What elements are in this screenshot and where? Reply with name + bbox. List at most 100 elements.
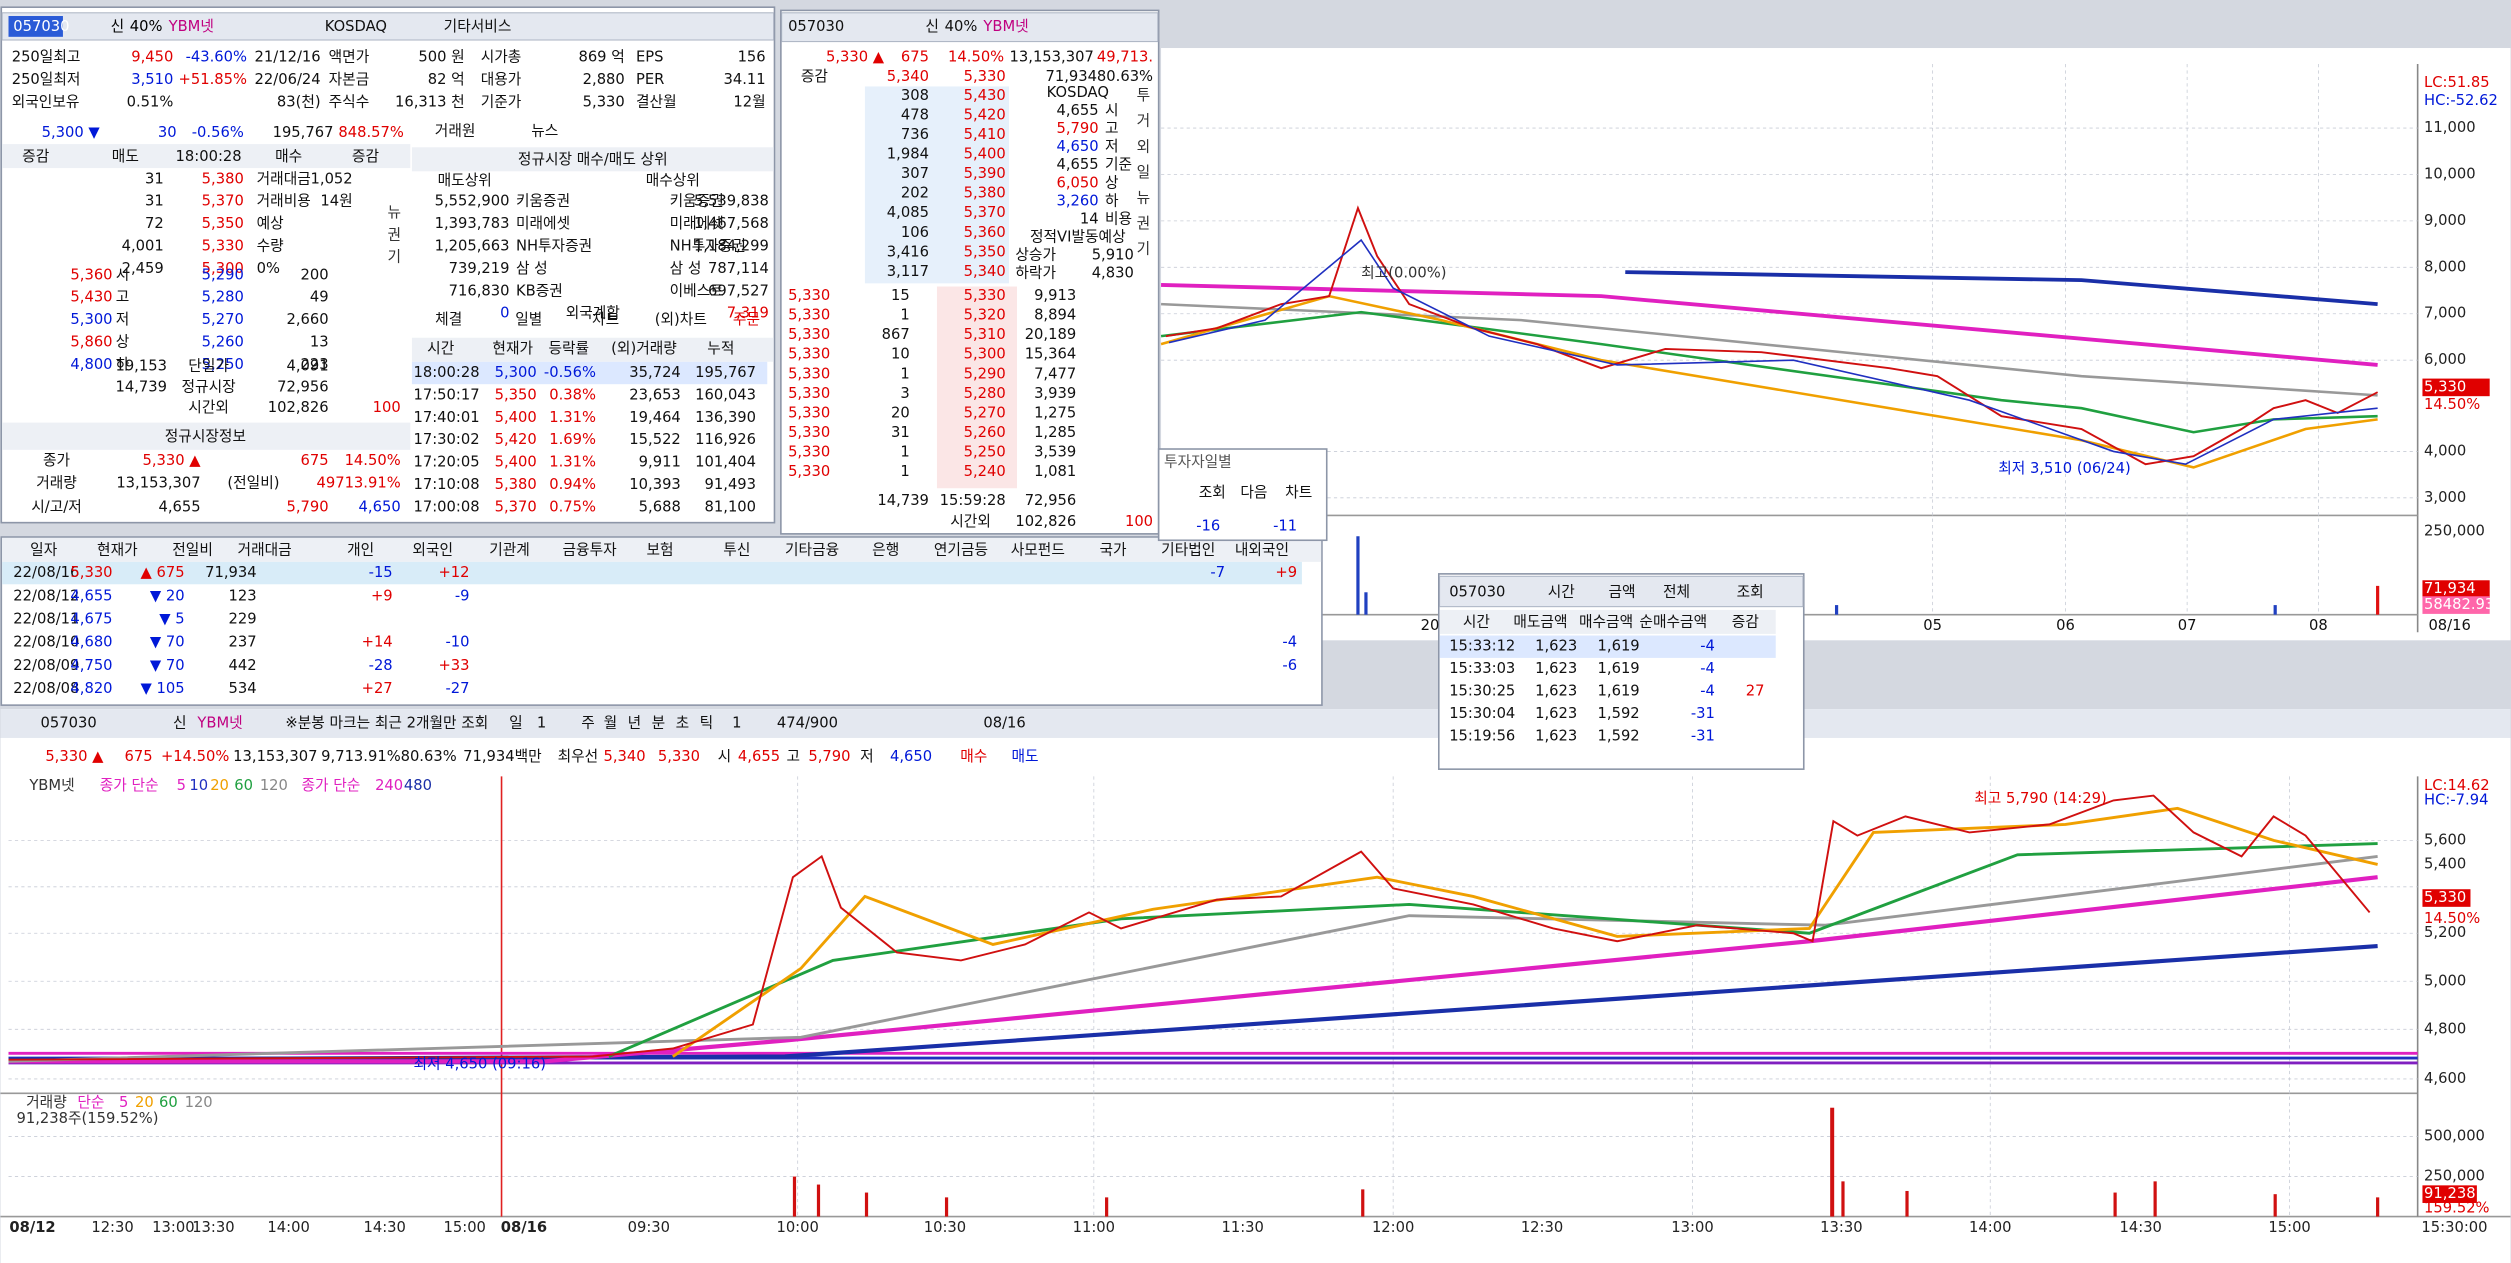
price-text: 5,330 ▲ <box>826 49 885 66</box>
broker-text: NH투자증권 <box>516 238 592 255</box>
info-text: EPS <box>636 49 664 66</box>
side-tab: 권 <box>388 226 402 243</box>
investor-text: +9 <box>1275 564 1297 581</box>
header-text: 보험 <box>646 542 673 559</box>
investor-text: 4,675 <box>70 610 112 627</box>
tab: 차트 <box>592 311 619 328</box>
legend-text: 5 <box>119 1094 128 1111</box>
header-text: 은행 <box>872 542 899 559</box>
ask-text: 5,370 <box>964 204 1006 221</box>
info-text: 액면가 <box>329 49 370 66</box>
bid-text: 1 <box>900 443 909 460</box>
button: 다음 <box>1240 484 1267 501</box>
ask-side-text: 1,052 <box>311 170 353 187</box>
toolbar-text: YBM넷 <box>982 18 1028 35</box>
y-tick-label: HC:-7.94 <box>2424 791 2488 808</box>
info-text: 고 <box>786 748 800 765</box>
info-text: 0.51% <box>127 93 174 110</box>
bid-text: 49 <box>310 289 329 306</box>
legend-text: 거래량 <box>26 1094 67 1111</box>
investor-text: 22/08/11 <box>13 610 79 627</box>
y-tick-label: 159.52% <box>2424 1200 2490 1217</box>
bid-text: 5,250 <box>964 443 1006 460</box>
toolbar-text: 전체 <box>1663 583 1690 600</box>
bid-text: 5,290 <box>964 365 1006 382</box>
trade-text: 17:20:05 <box>414 454 480 471</box>
ask-text: 5,400 <box>964 146 1006 163</box>
ask-side-text: 거래비용 <box>257 193 311 210</box>
info-text: 5,340 <box>603 748 645 765</box>
x-tick-label: 12:30 <box>91 1219 133 1236</box>
header-text: 금융투자 <box>562 542 617 559</box>
regular-text: 5,790 <box>287 498 329 515</box>
broker-text: 키움증권 <box>516 193 570 210</box>
tab: (외)차트 <box>655 311 707 328</box>
info-text: 기준 <box>1105 156 1132 173</box>
ask-text: 478 <box>901 107 929 124</box>
broker-text: 외국계합 <box>566 305 621 322</box>
bid-text: 5,260 <box>964 424 1006 441</box>
investor-text: -4 <box>1282 634 1297 651</box>
header-text: 기타금융 <box>785 542 839 559</box>
header-text: 투신 <box>723 542 750 559</box>
x-tick-label: 13:00 <box>1671 1219 1713 1236</box>
x-tick-label: 06 <box>2056 617 2075 634</box>
ask-text: 5,430 <box>964 87 1006 104</box>
info-text: 대용가 <box>481 71 522 88</box>
x-tick-label: 10:00 <box>776 1219 818 1236</box>
investor-text: -7 <box>1210 564 1225 581</box>
bid-text: 2,660 <box>287 311 329 328</box>
ask-side-text: 수량 <box>257 238 285 255</box>
x-tick-label: 12:30 <box>1521 1219 1563 1236</box>
side-tab: 권 <box>1137 215 1151 232</box>
broker-text: KB증권 <box>516 282 563 299</box>
tick-text: 1,623 <box>1535 705 1577 722</box>
x-tick-label: 13:30 <box>192 1219 234 1236</box>
legend-text: 120 <box>260 777 288 794</box>
bid-text: 223 <box>301 356 329 373</box>
daily-volume <box>1356 536 2380 615</box>
info-text: 주식수 <box>329 93 370 110</box>
row-highlight <box>2 561 1302 585</box>
legend-text: 단순 <box>77 1094 104 1111</box>
trade-text: 0.38% <box>549 386 596 403</box>
x-tick-label: 15:30:00 <box>2421 1219 2487 1236</box>
toolbar-text: KOSDAQ <box>325 18 387 35</box>
row-highlight <box>1439 635 1776 658</box>
info-text: KOSDAQ <box>1047 84 1109 101</box>
investor-text: 22/08/12 <box>13 587 79 604</box>
price-text: 49,713. <box>1097 49 1153 66</box>
header-text: 순매수금액 <box>1639 614 1707 631</box>
bid-text: 5,280 <box>202 289 244 306</box>
broker-text: 키움증권 <box>670 193 724 210</box>
bid-text: 13 <box>310 334 329 351</box>
investor-text: -27 <box>445 680 469 697</box>
toolbar-text: 금액 <box>1609 583 1636 600</box>
ask-text: 5,380 <box>964 185 1006 202</box>
ask-text: 736 <box>901 126 929 143</box>
x-tick-label: 11:00 <box>1073 1219 1115 1236</box>
bid-text: 20,189 <box>1025 326 1077 343</box>
toolbar-text: ※분봉 마크는 최근 2개월만 조회 <box>285 715 488 732</box>
total-text: 15:59:28 <box>940 492 1006 509</box>
x-tick-label: 14:00 <box>267 1219 309 1236</box>
bid-text: 7,477 <box>1034 365 1076 382</box>
info-text: 최우선 <box>558 748 599 765</box>
investor-text: 442 <box>229 657 257 674</box>
info-text: 저 <box>860 748 874 765</box>
y-tick-label: 91,238 <box>2424 1185 2476 1202</box>
info-text: +14.50% <box>161 748 229 765</box>
bid-text: 상 <box>116 334 130 351</box>
label-box <box>2422 378 2490 397</box>
tick-text: 1,592 <box>1598 727 1640 744</box>
price-text: -0.56% <box>192 124 244 141</box>
bid-text: 5,260 <box>202 334 244 351</box>
bid-text: 1 <box>900 463 909 480</box>
toolbar-text: YBM넷 <box>168 18 214 35</box>
broker-text: 1,393,783 <box>435 215 510 232</box>
x-tick-label: 15:00 <box>444 1219 486 1236</box>
header-text: 현재가 <box>97 542 138 559</box>
ask-text: 3,416 <box>887 243 929 260</box>
regular-text: 종가 <box>43 452 71 469</box>
tick-text: -4 <box>1700 683 1715 700</box>
